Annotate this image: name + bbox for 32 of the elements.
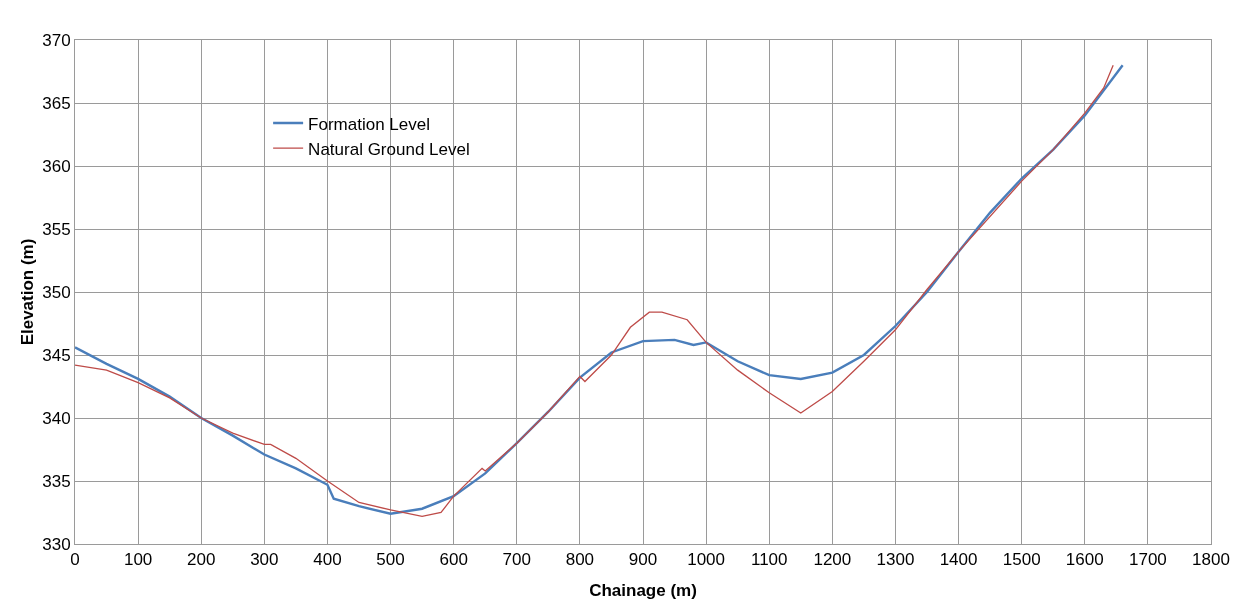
x-tick-label: 1100: [750, 550, 788, 570]
x-tick-label: 0: [70, 550, 80, 570]
y-tick-label: 355: [42, 219, 71, 239]
x-tick-label: 1300: [876, 550, 915, 570]
y-tick-label: 335: [42, 471, 71, 491]
x-tick-label: 1500: [1002, 550, 1041, 570]
y-axis-title: Elevation (m): [17, 238, 37, 346]
legend-label: Natural Ground Level: [308, 139, 470, 159]
y-tick-label: 370: [42, 30, 71, 50]
y-tick-label: 365: [42, 93, 71, 113]
x-tick-label: 1000: [687, 550, 726, 570]
y-tick-label: 345: [42, 345, 71, 365]
x-tick-label: 600: [439, 550, 468, 570]
x-axis-title: Chainage (m): [589, 580, 697, 600]
x-tick-label: 800: [565, 550, 595, 570]
y-tick-label: 330: [42, 534, 71, 554]
x-tick-label: 1600: [1065, 550, 1104, 570]
y-tick-label: 340: [42, 408, 71, 428]
x-tick-label: 1400: [939, 550, 978, 570]
x-tick-label: 200: [187, 550, 216, 570]
x-tick-label: 500: [376, 550, 405, 570]
x-tick-label: 1800: [1192, 550, 1230, 570]
x-tick-label: 900: [628, 550, 658, 570]
legend-label: Formation Level: [308, 114, 431, 134]
x-tick-label: 100: [123, 550, 153, 570]
y-tick-label: 360: [42, 156, 71, 176]
x-tick-label: 700: [502, 550, 531, 570]
x-tick-label: 300: [250, 550, 279, 570]
y-tick-label: 350: [42, 282, 71, 302]
x-tick-label: 400: [313, 550, 342, 570]
x-tick-label: 1700: [1128, 550, 1167, 570]
x-tick-label: 1200: [813, 550, 852, 570]
